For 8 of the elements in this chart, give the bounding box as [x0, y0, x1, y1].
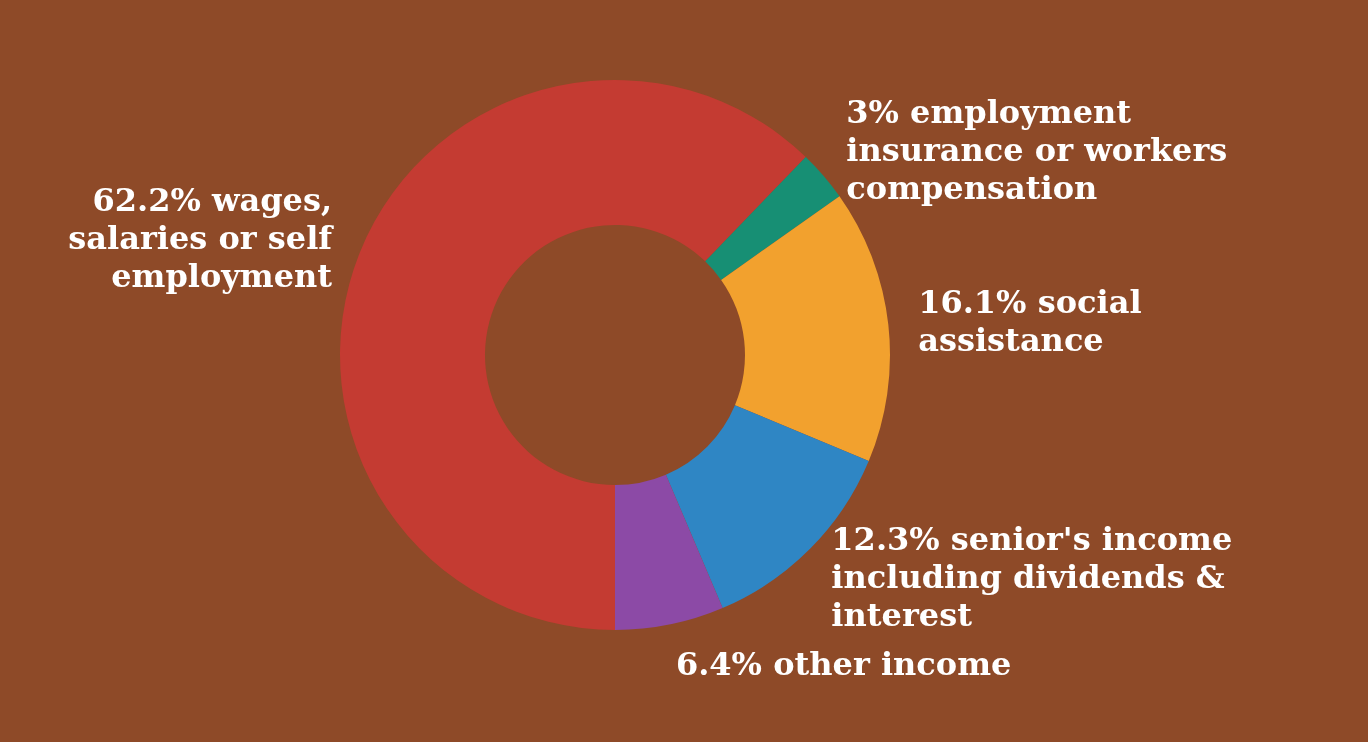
slice-label: 3% employment insurance or workers compensation	[846, 93, 1228, 208]
donut-slice	[705, 156, 840, 280]
donut-slice	[615, 474, 723, 630]
slice-label: 62.2% wages, salaries or self employment	[68, 180, 335, 295]
donut-slice	[340, 80, 806, 630]
slice-label: 12.3% senior's income including dividends & interest	[831, 520, 1233, 635]
slice-label: 16.1% social assistance	[918, 282, 1142, 359]
slice-label: 6.4% other income	[675, 645, 1012, 684]
